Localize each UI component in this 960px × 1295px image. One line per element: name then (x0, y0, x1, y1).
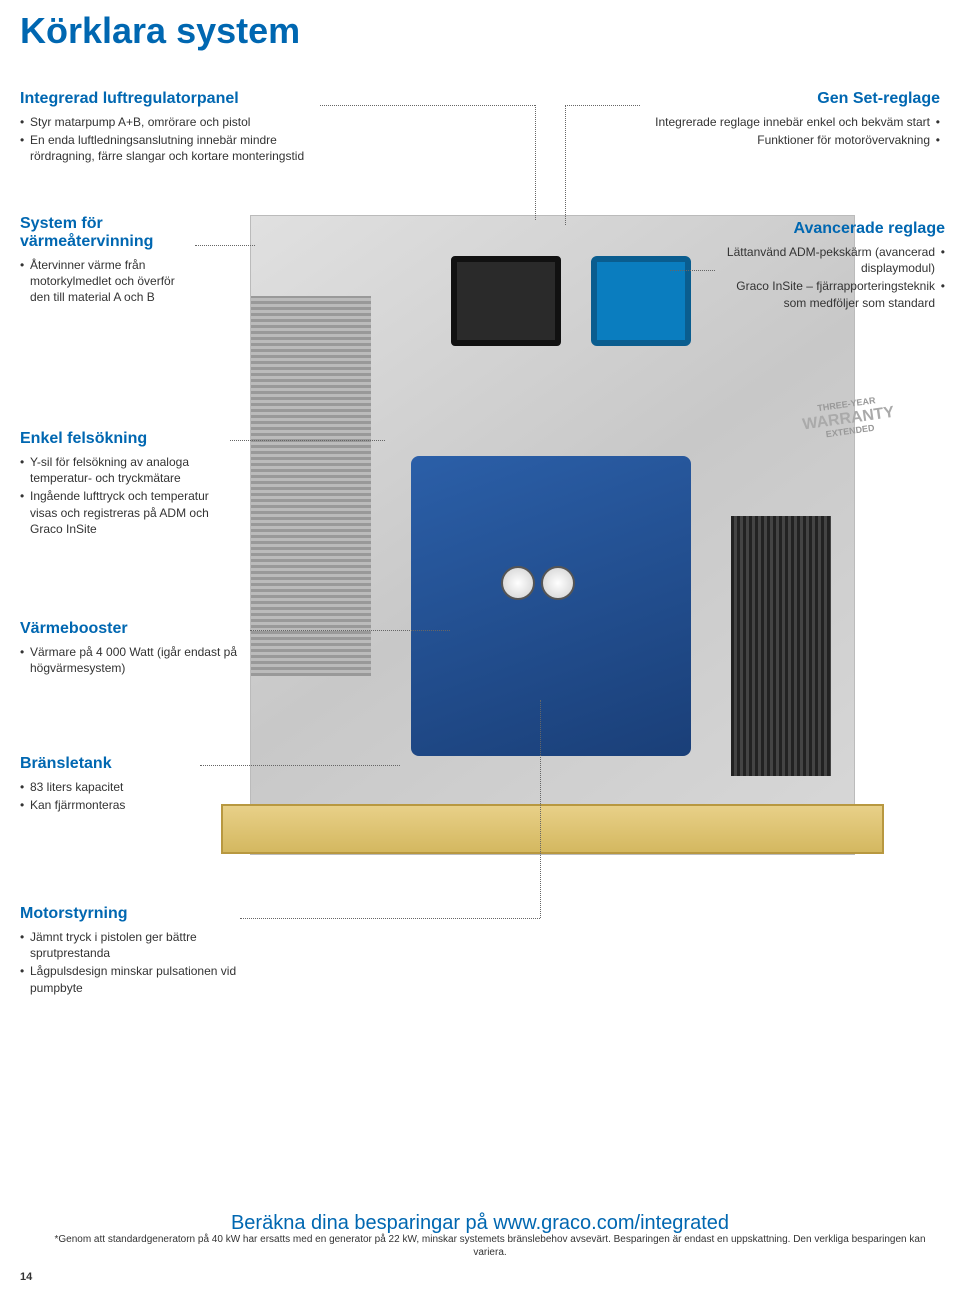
callout-item: En enda luftledningsanslutning innebär m… (20, 132, 320, 164)
page-title: Körklara system (20, 10, 300, 52)
callout-list: Värmare på 4 000 Watt (igår endast på hö… (20, 644, 250, 676)
callout-c3: System för värmeåtervinning Återvinner vä… (20, 215, 195, 308)
callout-list: Återvinner värme från motorkylmedlet och… (20, 257, 195, 306)
callout-list: Jämnt tryck i pistolen ger bättre sprutp… (20, 929, 240, 996)
callout-title: Integrerad luftregulatorpanel (20, 90, 320, 108)
callout-item: Integrerade reglage innebär enkel och be… (640, 114, 940, 130)
leader-line (200, 765, 400, 766)
leader-line (540, 700, 541, 918)
callout-item: Återvinner värme från motorkylmedlet och… (20, 257, 195, 306)
footnote: *Genom att standardgeneratorn på 40 kW h… (40, 1233, 940, 1259)
callout-title: Motorstyrning (20, 905, 240, 923)
callout-item: Y-sil för felsökning av analoga temperat… (20, 454, 230, 486)
callout-c1: Integrerad luftregulatorpanel Styr matarp… (20, 90, 320, 167)
leader-line (565, 105, 566, 225)
callout-item: 83 liters kapacitet (20, 779, 220, 795)
callout-item: Kan fjärrmonteras (20, 797, 220, 813)
callout-title: System för värmeåtervinning (20, 215, 195, 251)
callout-c2: Gen Set-reglage Integrerade reglage inneb… (640, 90, 940, 150)
leader-line (195, 245, 255, 246)
callout-item: Graco InSite – fjärrapporteringsteknik s… (715, 278, 945, 310)
leader-line (565, 105, 640, 106)
callout-list: Y-sil för felsökning av analoga temperat… (20, 454, 230, 537)
leader-line (320, 105, 535, 106)
callout-item: Lättanvänd ADM-pekskärm (avancerad displ… (715, 244, 945, 276)
callout-item: Ingående lufttryck och temperatur visas … (20, 488, 230, 537)
page-number: 14 (20, 1271, 32, 1283)
leader-line (230, 440, 385, 441)
callout-title: Värmebooster (20, 620, 250, 638)
leader-line (240, 918, 540, 919)
callout-title: Bränsletank (20, 755, 220, 773)
callout-item: Styr matarpump A+B, omrörare och pistol (20, 114, 320, 130)
leader-line (670, 270, 715, 271)
leader-line (535, 105, 536, 220)
callout-c6: Värmebooster Värmare på 4 000 Watt (igår … (20, 620, 250, 678)
footer-link: Beräkna dina besparingar på www.graco.co… (0, 1212, 960, 1235)
callout-list: Styr matarpump A+B, omrörare och pistol E… (20, 114, 320, 165)
callout-c8: Motorstyrning Jämnt tryck i pistolen ger … (20, 905, 240, 998)
callout-c5: Enkel felsökning Y-sil för felsökning av … (20, 430, 230, 539)
leader-line (250, 630, 450, 631)
callout-list: Integrerade reglage innebär enkel och be… (640, 114, 940, 148)
callout-title: Enkel felsökning (20, 430, 230, 448)
callout-item: Funktioner för motorövervakning (640, 132, 940, 148)
callout-c7: Bränsletank 83 liters kapacitet Kan fjärrm… (20, 755, 220, 815)
callout-item: Värmare på 4 000 Watt (igår endast på hö… (20, 644, 250, 676)
callout-title: Avancerade reglage (715, 220, 945, 238)
callout-list: 83 liters kapacitet Kan fjärrmonteras (20, 779, 220, 813)
callout-title: Gen Set-reglage (640, 90, 940, 108)
callout-item: Jämnt tryck i pistolen ger bättre sprutp… (20, 929, 240, 961)
callout-item: Lågpulsdesign minskar pulsationen vid pu… (20, 963, 240, 995)
callout-c4: Avancerade reglage Lättanvänd ADM-pekskär… (715, 220, 945, 313)
callout-list: Lättanvänd ADM-pekskärm (avancerad displ… (715, 244, 945, 311)
warranty-badge: THREE-YEAR WARRANTY EXTENDED (796, 393, 903, 466)
